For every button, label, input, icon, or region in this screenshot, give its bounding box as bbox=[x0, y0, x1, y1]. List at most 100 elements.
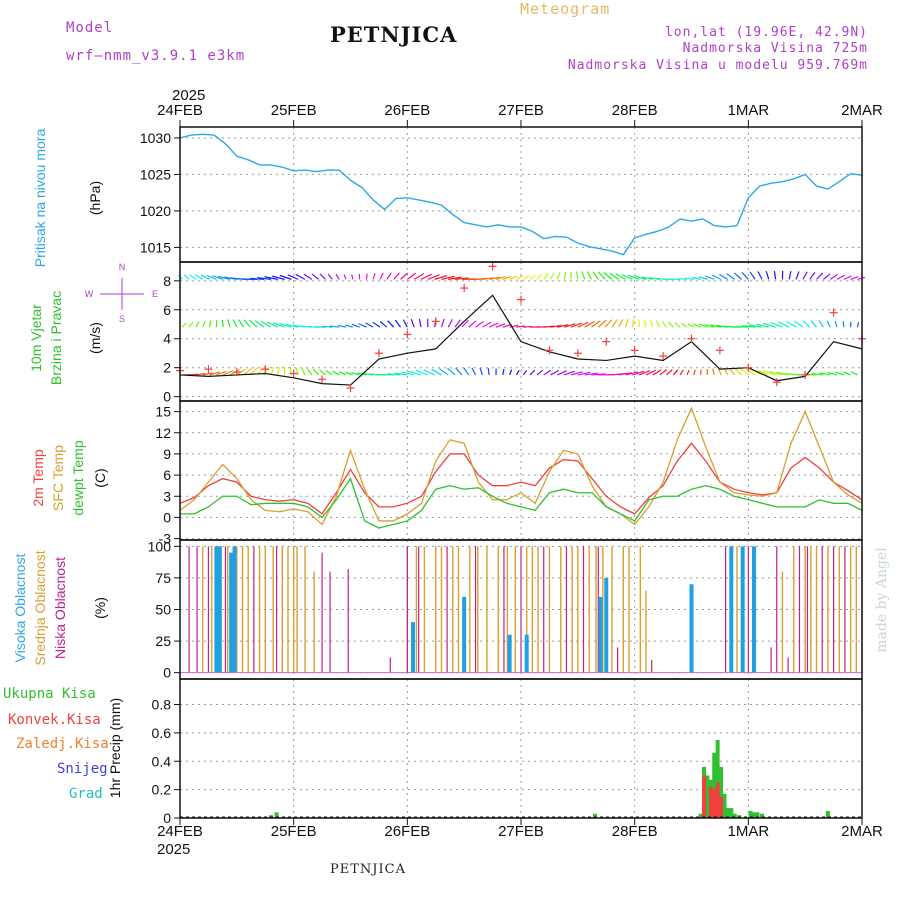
x-tick-label-bottom: 25FEB bbox=[271, 823, 317, 840]
wind-arrow bbox=[327, 273, 333, 280]
wind-arrow bbox=[277, 366, 280, 376]
wind-arrow bbox=[488, 322, 499, 328]
wind-arrow bbox=[672, 369, 679, 376]
wind-arrow bbox=[826, 320, 831, 328]
wind-arrow bbox=[431, 368, 442, 376]
elevation-label: Nadmorska Visina 725m bbox=[682, 41, 868, 56]
total-precip-bar bbox=[712, 752, 717, 818]
wind-arrow bbox=[410, 318, 415, 328]
wind-arrow bbox=[577, 321, 589, 328]
wind-arrow bbox=[850, 276, 859, 280]
wind-arrow bbox=[243, 319, 251, 328]
wind-arrow bbox=[279, 322, 292, 328]
wind-arrow bbox=[586, 271, 593, 280]
x-tick-label-bottom: 2MAR bbox=[841, 823, 883, 840]
wind-arrow bbox=[322, 325, 333, 328]
model-name: wrf–nmm_v3.9.1 e3km bbox=[66, 48, 246, 64]
wind-arrow bbox=[763, 370, 776, 376]
total-precip-bar bbox=[759, 813, 764, 818]
wind-arrow bbox=[710, 324, 722, 328]
x-tick-label-bottom: 1MAR bbox=[727, 823, 769, 840]
wind-arrow bbox=[842, 371, 851, 376]
wind-arrow bbox=[757, 369, 770, 376]
x-tick-label-top: 28FEB bbox=[612, 102, 658, 119]
total-precip-bar bbox=[748, 810, 753, 818]
wind-arrow bbox=[379, 272, 384, 280]
y-tick-label: 50 bbox=[155, 602, 171, 618]
wind-arrow bbox=[563, 370, 576, 376]
wind-arrow bbox=[704, 323, 715, 328]
y-tick-label: 3 bbox=[163, 488, 171, 504]
wind-arrow bbox=[515, 369, 520, 376]
wind-arrow bbox=[455, 367, 463, 376]
wind-arrow bbox=[379, 320, 388, 328]
y-tick-label: 0 bbox=[163, 509, 171, 525]
wind-arrow bbox=[529, 369, 536, 376]
y-tick-label: 2 bbox=[163, 360, 171, 376]
wind-arrow bbox=[200, 274, 210, 280]
wind-arrow bbox=[741, 325, 756, 328]
y-tick-label: 0 bbox=[163, 389, 171, 405]
wind-arrow bbox=[816, 272, 824, 280]
wind-arrow bbox=[543, 273, 549, 280]
wind-arrow bbox=[413, 273, 425, 280]
y-tick-label: 25 bbox=[155, 633, 171, 649]
y-tick-label: 6 bbox=[163, 467, 171, 483]
wind-arrow bbox=[556, 272, 561, 280]
wind-arrow bbox=[401, 371, 415, 376]
wind-arrow bbox=[745, 368, 756, 376]
wind-arrow bbox=[550, 272, 555, 280]
wind-arrow bbox=[691, 276, 701, 280]
wind-arrow bbox=[372, 321, 381, 328]
wind-arrow bbox=[463, 367, 470, 376]
wind-arrow bbox=[232, 319, 238, 328]
wind-arrow bbox=[693, 369, 696, 376]
wind-arrow bbox=[509, 324, 519, 328]
wind-arrow bbox=[387, 320, 395, 328]
wind-arrow bbox=[202, 372, 213, 376]
y-tick-label: 12 bbox=[155, 425, 171, 441]
page-title: PETNJICA bbox=[330, 22, 458, 47]
wind-arrow bbox=[641, 276, 653, 280]
wind-arrow bbox=[264, 276, 278, 280]
conv-precip-bar bbox=[719, 796, 724, 818]
wind-arrow bbox=[843, 275, 852, 280]
wind-arrow bbox=[222, 369, 234, 376]
wind-arrow bbox=[786, 320, 797, 328]
wind-arrow bbox=[795, 271, 800, 280]
wind-arrow bbox=[749, 271, 756, 280]
wind-arrow bbox=[183, 274, 190, 280]
y-tick-label: 1025 bbox=[140, 166, 171, 182]
wind-arrow bbox=[306, 368, 313, 376]
wind-arrow bbox=[221, 319, 224, 328]
legend-total-rain: Ukupna Kisa bbox=[3, 686, 96, 702]
legend-hail: Grad bbox=[69, 786, 103, 802]
wind-arrow bbox=[604, 319, 613, 328]
wind-arrow bbox=[625, 371, 639, 376]
wind-arrow bbox=[272, 322, 285, 328]
wind-arrow bbox=[250, 277, 265, 280]
wind-arrow bbox=[802, 320, 811, 328]
wind-arrow bbox=[597, 271, 606, 280]
wind-arrow bbox=[195, 321, 200, 328]
wind-arrow bbox=[776, 371, 790, 376]
wind-arrow bbox=[482, 277, 494, 280]
wind-arrow bbox=[634, 275, 647, 280]
wind-arrow bbox=[564, 323, 576, 328]
wind-arrow bbox=[711, 274, 722, 280]
y-tick-label: 15 bbox=[155, 404, 171, 420]
wind-arrow bbox=[303, 273, 313, 280]
wind-arrow bbox=[667, 321, 674, 328]
wind-arrow bbox=[471, 367, 477, 376]
wind-arrow bbox=[584, 320, 595, 328]
wind-arrow bbox=[212, 275, 224, 280]
compass-n: N bbox=[119, 262, 126, 272]
footer-title: PETNJICA bbox=[330, 862, 406, 877]
wind-arrow bbox=[557, 370, 568, 376]
wind-arrow bbox=[319, 369, 326, 376]
wind-arrow bbox=[475, 321, 484, 328]
wind-arrow bbox=[835, 371, 845, 376]
wind-arrow bbox=[418, 318, 422, 328]
panel-frame bbox=[179, 261, 863, 402]
wind-arrow bbox=[441, 275, 455, 280]
